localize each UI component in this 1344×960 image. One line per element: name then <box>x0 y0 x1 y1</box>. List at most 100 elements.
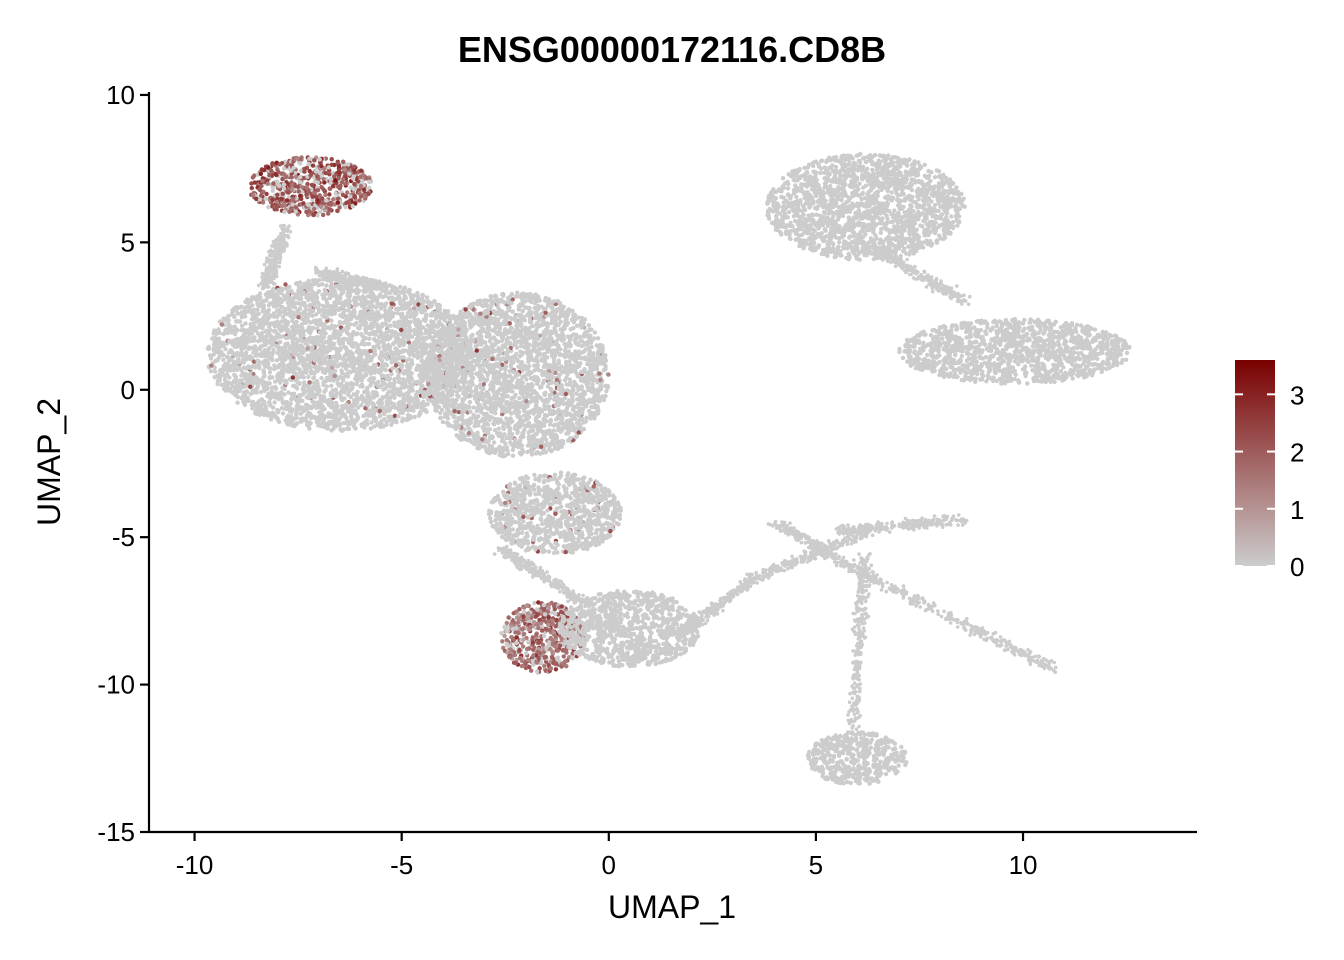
cell-point <box>250 388 255 393</box>
cell-point <box>312 371 317 376</box>
cell-point <box>304 337 309 343</box>
cell-point <box>325 354 330 360</box>
cell-point <box>284 286 289 291</box>
cell-point <box>349 417 355 422</box>
cell-point <box>365 389 370 394</box>
cell-point <box>431 320 436 325</box>
cell-point <box>369 420 374 425</box>
cell-point <box>303 318 309 323</box>
cell-point <box>396 414 401 419</box>
cell-point <box>344 200 349 205</box>
cell-point <box>396 306 401 311</box>
cell-point <box>372 424 377 429</box>
cell-point <box>278 334 284 339</box>
cell-point <box>383 308 388 313</box>
cell-point <box>402 381 408 387</box>
cell-point <box>262 313 267 319</box>
cell-point <box>226 350 232 355</box>
cell-point <box>252 173 257 178</box>
cell-point <box>288 168 294 173</box>
cell-point <box>247 356 253 362</box>
cell-point <box>328 181 333 186</box>
cell-point <box>260 401 266 407</box>
cell-point <box>255 358 260 363</box>
cell-point <box>372 294 378 300</box>
cell-point <box>377 315 383 320</box>
cell-point <box>399 365 404 370</box>
cell-point <box>321 303 326 309</box>
cell-point <box>219 322 224 327</box>
cell-point <box>304 422 310 428</box>
cell-point <box>273 386 279 391</box>
cell-point <box>222 377 228 383</box>
cell-point <box>281 166 287 171</box>
cell-point <box>359 319 365 324</box>
cell-point <box>360 339 365 344</box>
cell-point <box>311 298 316 304</box>
cell-point <box>265 181 270 186</box>
cell-point <box>331 360 336 365</box>
cell-point <box>399 385 404 390</box>
cell-point <box>358 323 363 328</box>
cell-point <box>322 166 327 171</box>
cell-point <box>301 201 306 206</box>
cell-point <box>307 168 312 174</box>
cell-point <box>501 426 506 432</box>
cell-point <box>233 352 238 358</box>
cell-point <box>388 323 393 328</box>
cell-point <box>300 338 305 344</box>
cell-point <box>409 398 414 404</box>
cell-point <box>285 198 290 203</box>
cell-point <box>233 374 239 380</box>
cell-point <box>324 375 330 381</box>
cell-point <box>282 309 288 314</box>
cell-point <box>342 300 347 305</box>
cell-point <box>329 287 335 292</box>
cell-point <box>574 323 580 328</box>
cell-point <box>381 411 386 416</box>
cell-point <box>408 328 414 333</box>
cell-point <box>270 197 275 203</box>
cell-point <box>275 375 280 380</box>
cell-point <box>269 168 274 173</box>
cell-point <box>339 291 344 297</box>
cell-point <box>341 310 346 315</box>
cell-point <box>345 190 350 195</box>
cell-point <box>344 362 349 368</box>
cell-point <box>278 309 283 315</box>
cell-point <box>332 305 338 311</box>
cell-point <box>368 294 373 300</box>
cell-point <box>298 174 303 180</box>
cell-point <box>340 192 346 198</box>
cell-point <box>399 327 404 333</box>
cell-point <box>215 328 221 333</box>
cell-point <box>328 177 334 182</box>
cell-point <box>263 292 268 297</box>
cell-point <box>353 392 359 397</box>
cell-point <box>292 358 297 363</box>
cell-point <box>352 310 357 315</box>
cell-point <box>339 370 345 375</box>
cell-point <box>285 342 290 347</box>
cell-point <box>280 176 285 182</box>
cell-point <box>260 178 265 184</box>
cell-point <box>291 383 297 388</box>
cell-point <box>342 167 347 172</box>
cell-point <box>426 303 432 308</box>
cell-point <box>363 336 368 341</box>
cell-point <box>336 184 341 189</box>
cell-point <box>315 403 321 409</box>
cell-point <box>364 289 369 294</box>
cell-point <box>291 330 296 335</box>
cell-point <box>212 369 218 374</box>
cell-point <box>267 350 272 356</box>
cell-point <box>339 180 345 185</box>
cell-point <box>205 346 211 351</box>
cell-point <box>293 397 298 402</box>
cell-point <box>384 344 390 350</box>
cell-point <box>305 355 310 360</box>
cell-point <box>333 291 338 296</box>
cell-point <box>356 405 361 410</box>
cell-point <box>389 353 394 359</box>
cell-point <box>293 205 299 210</box>
